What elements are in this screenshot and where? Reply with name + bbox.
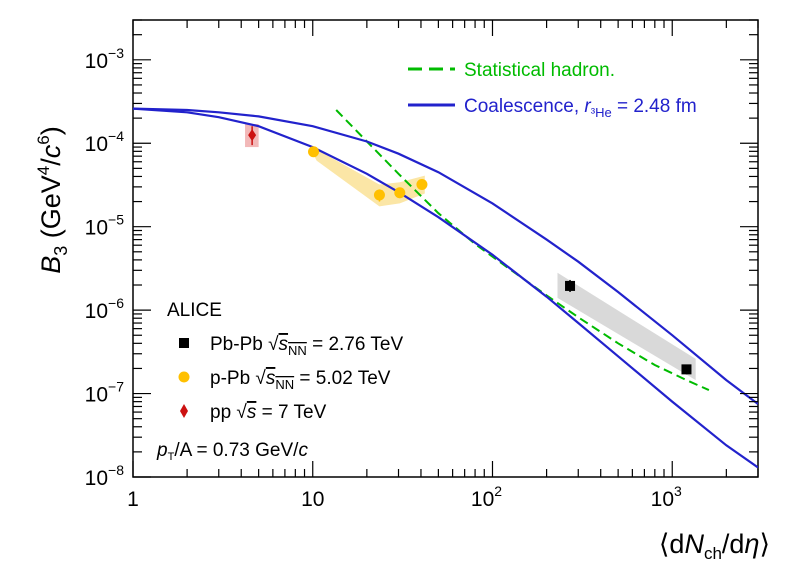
- syst-band-0: [557, 272, 696, 381]
- legend-pp-label: pp √s = 7 TeV: [210, 402, 327, 423]
- x-tick-label: 10: [301, 488, 324, 511]
- experiment-label: ALICE: [167, 300, 222, 321]
- y-tick-label: 10−4: [85, 128, 125, 156]
- x-tick-label: 102: [471, 483, 502, 511]
- legend-pbpb-label: Pb-Pb √sNN = 2.76 TeV: [210, 334, 403, 358]
- y-tick-label: 10−7: [85, 379, 125, 407]
- data-point: [681, 364, 692, 375]
- x-axis-title: ⟨dNch/dη⟩: [659, 529, 770, 563]
- model-curve-1-1: [133, 107, 758, 469]
- data-point: [308, 146, 320, 158]
- y-tick-label: 10−8: [85, 462, 125, 490]
- legend-coalescence-label: Coalescence, r³He = 2.48 fm: [464, 96, 697, 120]
- model-curve-1-0: [133, 107, 758, 405]
- legend-ppb-label: p-Pb √sNN = 5.02 TeV: [210, 368, 391, 392]
- data-point: [565, 280, 576, 291]
- legend-pp-marker: [180, 404, 188, 418]
- data-point: [394, 187, 406, 199]
- x-tick-label: 1: [127, 488, 139, 511]
- pt-label: pT/A = 0.73 GeV/c: [156, 440, 308, 463]
- data-point: [248, 129, 257, 142]
- y-tick-label: 10−3: [85, 45, 125, 73]
- legend-ppb-marker: [178, 371, 190, 383]
- legend-pbpb-marker: [179, 338, 189, 348]
- legend-statistical-label: Statistical hadron.: [464, 60, 615, 81]
- y-tick-label: 10−6: [85, 295, 125, 323]
- x-tick-label: 103: [651, 483, 682, 511]
- plot-frame: [132, 19, 759, 478]
- model-legend: Statistical hadron. Coalescence, r³He = …: [408, 60, 697, 120]
- data-point: [373, 189, 385, 201]
- y-axis-title: B3 (GeV4/c6): [34, 126, 71, 274]
- data-point: [416, 179, 428, 191]
- data-legend: ALICE Pb-Pb √sNN = 2.76 TeV p-Pb √sNN = …: [156, 300, 403, 463]
- y-tick-label: 10−5: [85, 212, 125, 240]
